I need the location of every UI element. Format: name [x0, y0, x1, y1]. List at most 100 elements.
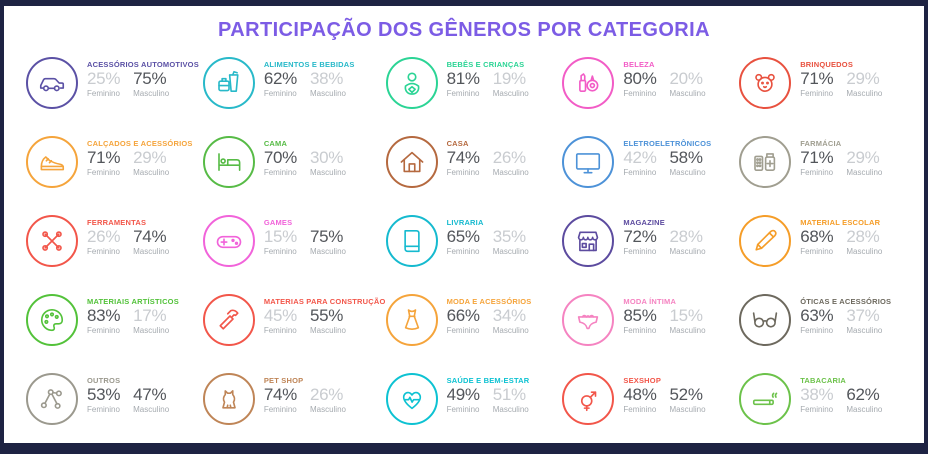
- category-card: ELETROELETRÔNICOS 42% Feminino 58% Mascu…: [562, 136, 739, 190]
- male-percentage: 55%: [309, 306, 344, 325]
- female-percentage: 74%: [446, 148, 480, 167]
- category-card: CAMA 70% Feminino 30% Masculino: [202, 136, 386, 190]
- female-percentage: 71%: [87, 148, 121, 167]
- male-label: Masculino: [492, 246, 529, 256]
- category-card: SEXSHOP 48% Feminino 52% Masculino: [562, 373, 739, 427]
- female-label: Feminino: [800, 325, 834, 335]
- female-label: Feminino: [263, 404, 297, 414]
- male-percentage: 20%: [669, 69, 703, 88]
- category-card: SAÚDE E BEM-ESTAR 49% Feminino 51% Mascu…: [385, 373, 563, 427]
- female-percentage: 83%: [87, 306, 121, 325]
- female-stat: 71% Feminino: [87, 149, 120, 177]
- female-stat: 70% Feminino: [264, 149, 297, 177]
- female-stat: 53% Feminino: [87, 386, 120, 414]
- category-name: LIVRARIA: [446, 218, 484, 227]
- male-label: Masculino: [133, 88, 170, 98]
- male-stat: 26% Masculino: [493, 149, 529, 177]
- female-label: Feminino: [446, 246, 480, 256]
- category-card: BEBÊS E CRIANÇAS 81% Feminino 19% Mascul…: [385, 57, 563, 111]
- category-name: MODA ÍNTIMA: [623, 297, 677, 306]
- category-info: ACESSÓRIOS AUTOMOTIVOS 25% Feminino 75% …: [87, 57, 199, 98]
- category-info: FARMÁCIA 71% Feminino 29% Masculino: [800, 136, 882, 177]
- category-card: LIVRARIA 65% Feminino 35% Masculino: [385, 215, 563, 269]
- male-stat: 75% Masculino: [133, 70, 169, 98]
- male-stat: 19% Masculino: [493, 70, 529, 98]
- tv-icon: [562, 136, 615, 188]
- female-stat: 85% Feminino: [623, 307, 656, 335]
- male-label: Masculino: [309, 88, 346, 98]
- female-percentage: 85%: [623, 306, 657, 325]
- male-label: Masculino: [309, 246, 346, 256]
- male-label: Masculino: [846, 88, 883, 98]
- female-percentage: 68%: [800, 227, 834, 246]
- male-percentage: 15%: [669, 306, 703, 325]
- category-info: CAMA 70% Feminino 30% Masculino: [264, 136, 346, 177]
- male-percentage: 52%: [669, 385, 703, 404]
- female-label: Feminino: [800, 167, 834, 177]
- male-stat: 20% Masculino: [670, 70, 706, 98]
- female-label: Feminino: [263, 325, 297, 335]
- book-icon: [385, 215, 438, 267]
- male-label: Masculino: [133, 167, 170, 177]
- category-info: ALIMENTOS E BEBIDAS 62% Feminino 38% Mas…: [264, 57, 355, 98]
- pencil-icon: [739, 215, 792, 267]
- male-stat: 28% Masculino: [846, 228, 882, 256]
- category-name: ÓTICAS E ACESSÓRIOS: [800, 297, 892, 306]
- category-name: ACESSÓRIOS AUTOMOTIVOS: [87, 60, 199, 69]
- male-percentage: 19%: [492, 69, 526, 88]
- category-name: CAMA: [263, 139, 288, 148]
- male-label: Masculino: [492, 325, 529, 335]
- female-label: Feminino: [263, 88, 297, 98]
- category-stats: 80% Feminino 20% Masculino: [623, 70, 705, 98]
- network-icon: [26, 373, 78, 425]
- female-label: Feminino: [263, 167, 297, 177]
- food-drink-icon: [202, 57, 255, 109]
- category-stats: 45% Feminino 55% Masculino: [264, 307, 386, 335]
- category-info: SEXSHOP 48% Feminino 52% Masculino: [623, 373, 705, 414]
- female-label: Feminino: [446, 167, 480, 177]
- male-stat: 52% Masculino: [670, 386, 706, 414]
- male-percentage: 29%: [846, 69, 880, 88]
- category-stats: 71% Feminino 29% Masculino: [800, 70, 882, 98]
- category-stats: 71% Feminino 29% Masculino: [87, 149, 193, 177]
- female-label: Feminino: [623, 404, 657, 414]
- male-label: Masculino: [309, 325, 346, 335]
- male-percentage: 37%: [846, 306, 880, 325]
- female-percentage: 53%: [87, 385, 121, 404]
- female-label: Feminino: [87, 167, 120, 177]
- category-stats: 48% Feminino 52% Masculino: [623, 386, 705, 414]
- female-stat: 63% Feminino: [800, 307, 833, 335]
- female-stat: 49% Feminino: [447, 386, 480, 414]
- male-stat: 29% Masculino: [846, 70, 882, 98]
- male-percentage: 29%: [846, 148, 880, 167]
- female-stat: 71% Feminino: [800, 70, 833, 98]
- category-info: PET SHOP 74% Feminino 26% Masculino: [264, 373, 346, 414]
- category-info: OUTROS 53% Feminino 47% Masculino: [87, 373, 169, 414]
- female-percentage: 62%: [263, 69, 297, 88]
- category-name: ALIMENTOS E BEBIDAS: [263, 60, 355, 69]
- category-stats: 68% Feminino 28% Masculino: [800, 228, 882, 256]
- male-stat: 29% Masculino: [846, 149, 882, 177]
- page-title: PARTICIPAÇÃO DOS GÊNEROS POR CATEGORIA: [218, 19, 710, 41]
- male-stat: 58% Masculino: [670, 149, 706, 177]
- hammer-icon: [202, 294, 255, 346]
- female-percentage: 38%: [800, 385, 834, 404]
- category-stats: 74% Feminino 26% Masculino: [264, 386, 346, 414]
- female-stat: 25% Feminino: [87, 70, 120, 98]
- category-name: CASA: [446, 139, 469, 148]
- category-card: ÓTICAS E ACESSÓRIOS 63% Feminino 37% Mas…: [739, 294, 916, 348]
- category-stats: 66% Feminino 34% Masculino: [447, 307, 532, 335]
- male-percentage: 34%: [492, 306, 526, 325]
- female-label: Feminino: [87, 88, 120, 98]
- male-stat: 26% Masculino: [310, 386, 346, 414]
- category-info: FERRAMENTAS 26% Feminino 74% Masculino: [87, 215, 169, 256]
- female-stat: 15% Feminino: [264, 228, 297, 256]
- female-label: Feminino: [623, 246, 657, 256]
- category-info: BRINQUEDOS 71% Feminino 29% Masculino: [800, 57, 882, 98]
- category-name: MAGAZINE: [623, 218, 665, 227]
- teddy-bear-icon: [739, 57, 792, 109]
- category-info: MAGAZINE 72% Feminino 28% Masculino: [623, 215, 705, 256]
- gamepad-icon: [202, 215, 255, 267]
- category-card: ACESSÓRIOS AUTOMOTIVOS 25% Feminino 75% …: [26, 57, 203, 111]
- male-stat: 30% Masculino: [310, 149, 346, 177]
